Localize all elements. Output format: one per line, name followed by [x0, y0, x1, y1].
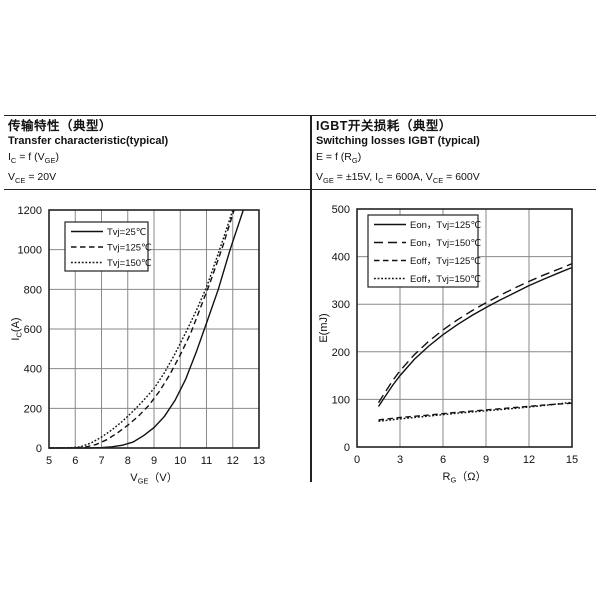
curve [377, 266, 573, 407]
svg-text:6: 6 [440, 454, 446, 466]
y-axis-label: E(mJ) [318, 313, 330, 342]
legend-label: Eoff，Tvj=150℃ [410, 274, 481, 285]
header-bottom-divider [4, 189, 596, 190]
svg-text:7: 7 [98, 455, 104, 467]
svg-text:11: 11 [201, 455, 212, 467]
switching-losses-header: IGBT开关损耗（典型） Switching losses IGBT (typi… [316, 119, 596, 189]
curve [48, 209, 234, 449]
column-divider [310, 115, 312, 482]
svg-text:8: 8 [125, 455, 131, 467]
legend-box [367, 214, 479, 288]
curve [378, 402, 573, 421]
svg-text:5: 5 [46, 455, 52, 467]
svg-text:800: 800 [24, 284, 42, 296]
transfer-title-zh: 传输特性（典型） [8, 119, 113, 133]
transfer-header: 传输特性（典型） Transfer characteristic(typical… [8, 119, 288, 189]
svg-text:0: 0 [354, 454, 360, 466]
plot-border [356, 208, 573, 448]
svg-text:0: 0 [36, 443, 42, 455]
x-axis-label: VGE（V） [130, 471, 178, 486]
svg-text:0: 0 [344, 442, 350, 454]
svg-text:600: 600 [24, 324, 42, 336]
legend-label: Eoff，Tvj=125℃ [410, 256, 481, 267]
svg-text:200: 200 [332, 347, 350, 359]
series-curves [377, 263, 573, 422]
tick-labels: 5 6 7 8 9 10 11 12 13 0 200 400 600 800 1000 1200 [18, 205, 266, 467]
svg-text:400: 400 [24, 364, 42, 376]
svg-text:13: 13 [253, 455, 265, 467]
transfer-condition: VCE = 20V [8, 171, 57, 186]
svg-text:9: 9 [151, 455, 157, 467]
transfer-chart: 5 6 7 8 9 10 11 12 13 0 200 400 600 800 1000 1200 VGE（V）… [10, 205, 266, 486]
transfer-formula: IC = f (VGE) [8, 151, 59, 166]
svg-text:12: 12 [523, 454, 535, 466]
curve [378, 401, 573, 422]
legend: Eon，Tvj=125℃ Eon，Tvj=150℃ Eoff，Tvj=125℃ Eof… [367, 214, 481, 288]
svg-text:300: 300 [332, 299, 350, 311]
legend-label: Tvj=150℃ [107, 258, 152, 269]
losses-formula: E = f (RG) [316, 151, 362, 166]
losses-title-en: Switching losses IGBT (typical) [316, 135, 480, 147]
svg-text:9: 9 [483, 454, 489, 466]
losses-condition: VGE = ±15V, IC = 600A, VCE = 600V [316, 171, 480, 186]
legend-label: Tvj=25℃ [107, 227, 147, 238]
svg-text:500: 500 [332, 204, 350, 216]
top-divider [4, 115, 596, 116]
svg-text:1200: 1200 [18, 205, 42, 217]
legend-label: Tvj=125℃ [107, 243, 152, 254]
switching-losses-chart: 0 3 6 9 12 15 0 100 200 300 400 500 RG（Ω） E(mJ) Eon，Tv… [318, 204, 578, 485]
legend-label: Eon，Tvj=150℃ [410, 238, 481, 249]
losses-title-zh: IGBT开关损耗（典型） [316, 119, 452, 133]
x-axis-label: RG（Ω） [442, 470, 486, 485]
legend-label: Eon，Tvj=125℃ [410, 220, 481, 231]
svg-text:6: 6 [72, 455, 78, 467]
svg-text:3: 3 [397, 454, 403, 466]
svg-text:200: 200 [24, 403, 42, 415]
svg-text:15: 15 [566, 454, 578, 466]
svg-text:1000: 1000 [18, 245, 42, 257]
curve [377, 263, 573, 404]
plot-border [48, 209, 260, 449]
legend: Tvj=25℃ Tvj=125℃ Tvj=150℃ [64, 221, 152, 272]
svg-text:400: 400 [332, 252, 350, 264]
svg-text:100: 100 [332, 394, 350, 406]
svg-text:12: 12 [227, 455, 239, 467]
tick-labels: 0 3 6 9 12 15 0 100 200 300 400 500 [332, 204, 578, 466]
y-axis-label: IC(A) [10, 317, 24, 340]
transfer-title-en: Transfer characteristic(typical) [8, 135, 169, 147]
svg-text:10: 10 [174, 455, 186, 467]
